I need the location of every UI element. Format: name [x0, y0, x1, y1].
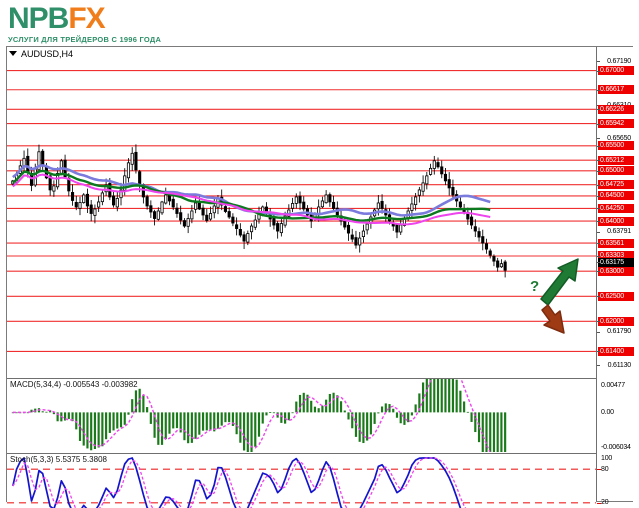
axis-tick: [597, 160, 600, 162]
bearish-forecast-arrow: [541, 304, 565, 334]
price-plot: ?: [7, 69, 596, 353]
ma-slow-line: [12, 173, 491, 226]
axis-tick: [597, 469, 601, 471]
axis-tick: [597, 262, 600, 264]
axis-tick: [597, 502, 601, 504]
logo-fx-text: FX: [68, 2, 105, 35]
axis-tick: [597, 109, 600, 111]
stochastic-threshold-lines: [7, 468, 596, 504]
symbol-label: AUDUSD,H4: [21, 48, 74, 59]
macd-axis-label: 0.00477: [601, 381, 625, 389]
axis-tick: [597, 170, 600, 172]
axis-tick: [597, 184, 600, 186]
axis-tick: [597, 321, 600, 323]
axis-tick: [597, 145, 600, 147]
price-axis-label: 0.64725: [598, 180, 634, 190]
chevron-down-icon[interactable]: [9, 51, 17, 56]
stoch-axis-label: 20: [601, 499, 609, 507]
price-axis-label: 0.65212: [598, 155, 634, 165]
price-axis-label: 0.61790: [607, 328, 631, 336]
price-axis-label: 0.67190: [607, 57, 631, 65]
macd-histogram: [11, 379, 507, 452]
price-axis-label: 0.61400: [598, 346, 634, 356]
axis-tick: [597, 331, 600, 333]
price-axis-label: 0.63791: [607, 228, 631, 235]
axis-tick: [597, 61, 600, 62]
axis-tick: [597, 365, 600, 366]
axis-tick: [597, 243, 600, 245]
axis-tick: [597, 89, 600, 91]
forecast-question-mark: ?: [530, 278, 539, 295]
price-axis-label: 0.64500: [598, 191, 634, 201]
axis-tick: [597, 208, 600, 210]
macd-signal-line: [12, 379, 491, 452]
stoch-axis-label: 100: [601, 454, 613, 462]
macd-axis-label: 0.00: [601, 408, 614, 416]
price-axis[interactable]: 0.671900.670000.666170.663100.662260.659…: [596, 47, 634, 506]
macd-label: MACD(5,34,4) -0.005543 -0.003982: [10, 380, 138, 389]
axis-tick: [597, 271, 600, 273]
macd-plot: [11, 379, 507, 452]
price-axis-label: 0.65500: [598, 141, 634, 151]
stoch-label: Stoch(5,3,3) 5.5375 5.3808: [10, 455, 107, 464]
price-axis-label: 0.62000: [598, 316, 634, 326]
stochastic-k-line: [12, 457, 462, 508]
stochastic-pane[interactable]: Stoch(5,3,3) 5.5375 5.3808: [7, 453, 596, 508]
axis-tick: [597, 351, 600, 353]
brand-logo: NPBFX УСЛУГИ ДЛЯ ТРЕЙДЕРОВ С 1996 ГОДА: [8, 4, 228, 46]
price-pane[interactable]: ?: [7, 47, 596, 377]
bullish-forecast-arrow: [540, 258, 579, 306]
stochastic-d-line: [12, 457, 467, 508]
axis-tick: [597, 221, 600, 223]
price-axis-label: 0.64250: [598, 203, 634, 213]
chart-container: AUDUSD,H4 ? MACD(5,3: [6, 46, 634, 508]
axis-tick: [597, 70, 600, 72]
stochastic-plot: [7, 457, 596, 508]
price-axis-label: 0.67000: [598, 66, 634, 76]
logo-npb-text: NPB: [8, 2, 69, 35]
axis-tick: [597, 138, 600, 140]
price-axis-label: 0.63303: [598, 251, 634, 261]
axis-tick: [597, 231, 600, 233]
price-axis-label: 0.63000: [598, 266, 634, 276]
logo-wordmark: NPBFX: [8, 4, 228, 34]
axis-tick: [597, 296, 600, 298]
axis-tick: [597, 195, 600, 197]
price-axis-label: 0.61130: [607, 361, 632, 369]
price-axis-label: 0.63561: [598, 238, 634, 248]
price-axis-label: 0.62500: [598, 291, 634, 301]
price-axis-label: 0.66617: [598, 85, 634, 95]
stoch-axis-label: 80: [601, 465, 609, 473]
price-axis-label: 0.65650: [607, 134, 631, 142]
price-axis-label: 0.66226: [598, 104, 634, 114]
symbol-header[interactable]: AUDUSD,H4: [7, 47, 632, 60]
logo-tagline: УСЛУГИ ДЛЯ ТРЕЙДЕРОВ С 1996 ГОДА: [8, 35, 162, 44]
price-axis-label: 0.65942: [598, 119, 634, 129]
axis-tick: [597, 123, 600, 125]
price-axis-label: 0.63175: [598, 257, 634, 267]
price-axis-label: 0.64000: [598, 216, 634, 226]
macd-axis-label: -0.006034: [601, 443, 631, 451]
price-axis-label: 0.65000: [598, 166, 634, 176]
macd-pane[interactable]: MACD(5,34,4) -0.005543 -0.003982: [7, 378, 596, 452]
axis-tick: [597, 255, 600, 257]
